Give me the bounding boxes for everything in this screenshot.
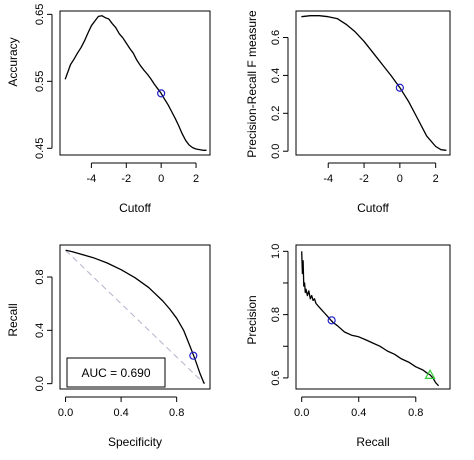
accuracy-x-axis: -4 -2 0 2 xyxy=(87,162,199,185)
prf-y-axis: 0.0 0.2 0.4 0.6 xyxy=(270,30,289,159)
roc-x-tick-label: 0.8 xyxy=(169,407,184,419)
roc-reference-line xyxy=(65,249,205,385)
pr-y-tick-label: 0.6 xyxy=(270,370,282,385)
prf-panel: -4 -2 0 2 0.0 0.2 0.4 0.6 Cutoff Precision-Rec… xyxy=(245,10,451,215)
prf-x-tick-label: -2 xyxy=(359,173,369,185)
prf-y-tick-label: 0.4 xyxy=(270,68,282,83)
pr-plot-frame xyxy=(295,244,451,390)
accuracy-y-tick-label: 0.55 xyxy=(34,71,46,92)
accuracy-curve xyxy=(64,15,207,151)
accuracy-x-tick-label: 0 xyxy=(158,173,164,185)
accuracy-x-tick-label: -4 xyxy=(87,173,97,185)
accuracy-markers xyxy=(157,89,166,98)
roc-marker-circle xyxy=(189,351,198,360)
pr-x-tick-label: 0.8 xyxy=(408,407,423,419)
accuracy-x-tick-label: -2 xyxy=(121,173,131,185)
accuracy-y-tick-label: 0.65 xyxy=(34,4,46,25)
roc-plot-frame xyxy=(59,244,211,390)
prf-curve xyxy=(301,15,447,151)
roc-x-tick-label: 0.0 xyxy=(58,407,73,419)
roc-curve xyxy=(65,249,205,384)
roc-legend: AUC = 0.690 xyxy=(66,357,166,388)
pr-y-axis: 0.6 0.8 1.0 xyxy=(270,244,289,386)
accuracy-y-label: Accuracy xyxy=(6,37,20,86)
roc-y-tick-label: 0.4 xyxy=(34,323,46,338)
pr-y-tick-label: 0.8 xyxy=(270,307,282,322)
accuracy-plot-frame xyxy=(59,10,211,156)
pr-x-tick-label: 0.4 xyxy=(351,407,366,419)
pr-x-tick-label: 0.0 xyxy=(294,407,309,419)
accuracy-y-tick-label: 0.45 xyxy=(34,138,46,159)
accuracy-y-axis: 0.45 0.55 0.65 xyxy=(34,4,53,159)
pr-x-label: Recall xyxy=(356,435,389,449)
pr-y-tick-label: 1.0 xyxy=(270,244,282,259)
roc-y-label: Recall xyxy=(6,303,20,336)
roc-y-tick-label: 0.0 xyxy=(34,376,46,391)
prf-markers xyxy=(395,83,404,92)
pr-markers xyxy=(327,316,436,379)
pr-panel: 0.0 0.4 0.8 0.6 0.8 1.0 Recall Precision xyxy=(245,244,451,449)
pr-marker-triangle xyxy=(424,369,436,379)
pr-marker-circle xyxy=(327,316,336,325)
roc-panel: 0.0 0.4 0.8 0.0 0.4 0.8 AUC = 0.690 Specific… xyxy=(6,244,211,449)
roc-legend-box xyxy=(66,357,166,388)
prf-x-tick-label: 0 xyxy=(397,173,403,185)
accuracy-panel: -4 -2 0 2 0.45 0.55 0.65 Cutoff Accuracy xyxy=(6,4,211,215)
prf-y-tick-label: 0.2 xyxy=(270,106,282,121)
prf-x-label: Cutoff xyxy=(357,201,389,215)
prf-marker-circle xyxy=(395,83,404,92)
roc-y-tick-label: 0.8 xyxy=(34,269,46,284)
prf-y-label: Precision-Recall F measure xyxy=(245,10,259,158)
pr-x-axis: 0.0 0.4 0.8 xyxy=(294,396,423,419)
accuracy-marker-circle xyxy=(157,89,166,98)
prf-x-tick-label: 2 xyxy=(433,173,439,185)
roc-auc-label: AUC = 0.690 xyxy=(81,366,150,380)
prf-y-tick-label: 0.6 xyxy=(270,30,282,45)
prf-x-tick-label: -4 xyxy=(323,173,333,185)
prf-plot-frame xyxy=(295,10,451,156)
prf-x-axis: -4 -2 0 2 xyxy=(323,162,439,185)
roc-y-axis: 0.0 0.4 0.8 xyxy=(34,269,53,391)
pr-curve xyxy=(301,251,440,387)
pr-y-label: Precision xyxy=(245,295,259,344)
roc-x-tick-label: 0.4 xyxy=(113,407,128,419)
accuracy-x-tick-label: 2 xyxy=(193,173,199,185)
roc-markers xyxy=(189,351,198,360)
accuracy-x-label: Cutoff xyxy=(119,201,151,215)
roc-x-label: Specificity xyxy=(108,435,162,449)
prf-y-tick-label: 0.0 xyxy=(270,144,282,159)
roc-x-axis: 0.0 0.4 0.8 xyxy=(58,396,184,419)
